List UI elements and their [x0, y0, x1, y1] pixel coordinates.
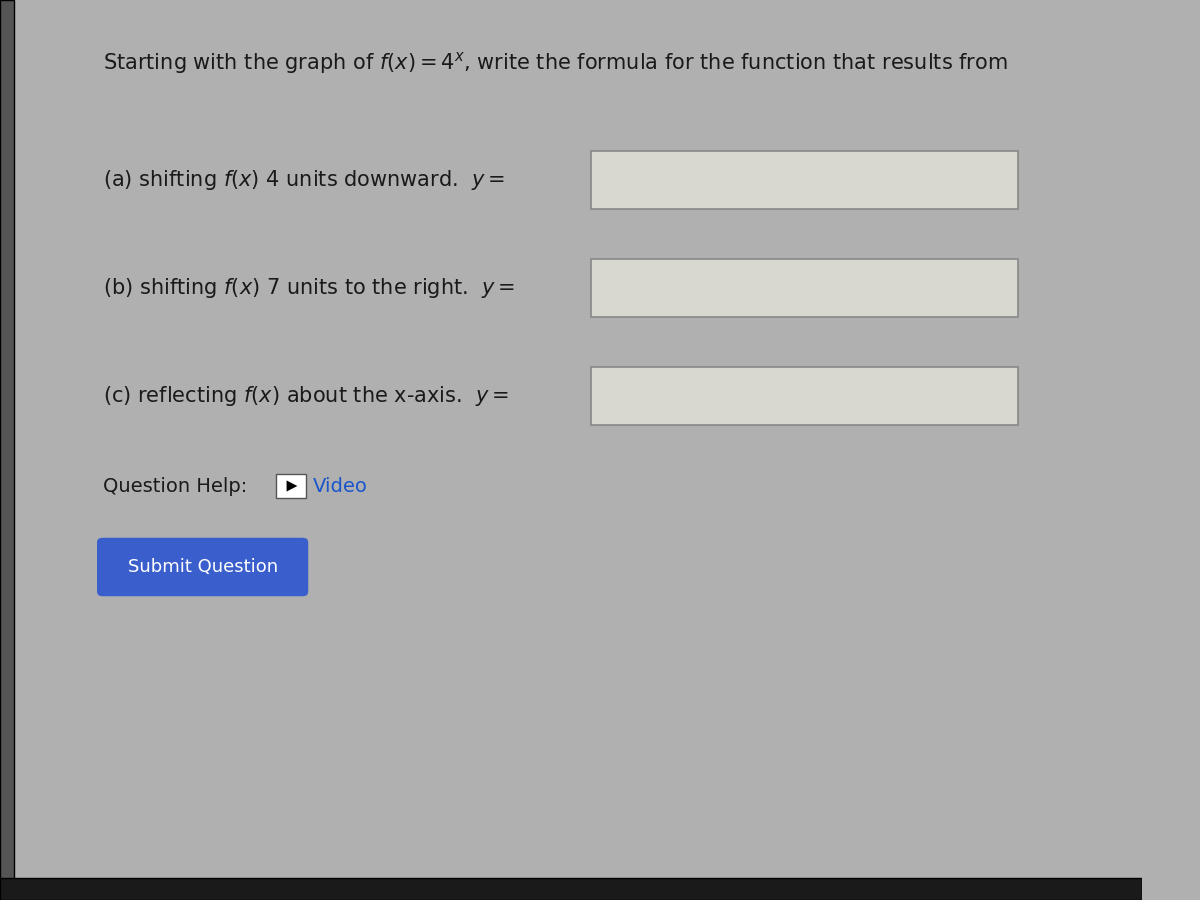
FancyBboxPatch shape — [0, 0, 13, 900]
FancyBboxPatch shape — [276, 474, 306, 498]
FancyBboxPatch shape — [592, 367, 1019, 425]
FancyBboxPatch shape — [0, 878, 1141, 900]
Polygon shape — [287, 481, 298, 491]
Text: Starting with the graph of $f(x) = 4^x$, write the formula for the function that: Starting with the graph of $f(x) = 4^x$,… — [103, 50, 1008, 76]
FancyBboxPatch shape — [592, 259, 1019, 317]
Text: Submit Question: Submit Question — [127, 558, 277, 576]
Text: (c) reflecting $f(x)$ about the x-axis.  $y =$: (c) reflecting $f(x)$ about the x-axis. … — [103, 384, 509, 408]
Text: (b) shifting $f(x)$ 7 units to the right.  $y =$: (b) shifting $f(x)$ 7 units to the right… — [103, 276, 515, 300]
FancyBboxPatch shape — [97, 537, 308, 597]
FancyBboxPatch shape — [592, 151, 1019, 209]
Text: Video: Video — [312, 476, 367, 496]
Text: Question Help:: Question Help: — [103, 476, 247, 496]
Text: (a) shifting $f(x)$ 4 units downward.  $y =$: (a) shifting $f(x)$ 4 units downward. $y… — [103, 168, 505, 192]
